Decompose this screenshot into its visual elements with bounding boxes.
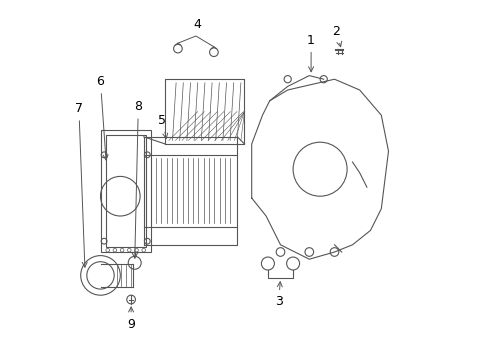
Text: 8: 8 xyxy=(132,100,142,258)
Text: 4: 4 xyxy=(193,18,201,31)
Text: 5: 5 xyxy=(158,114,167,138)
Text: 3: 3 xyxy=(274,282,282,308)
Text: 9: 9 xyxy=(127,307,135,330)
Bar xyxy=(106,135,145,247)
Bar xyxy=(101,130,151,252)
Text: 1: 1 xyxy=(306,34,314,72)
Text: 6: 6 xyxy=(96,75,108,160)
Text: 2: 2 xyxy=(332,25,341,47)
Text: 7: 7 xyxy=(75,102,87,267)
